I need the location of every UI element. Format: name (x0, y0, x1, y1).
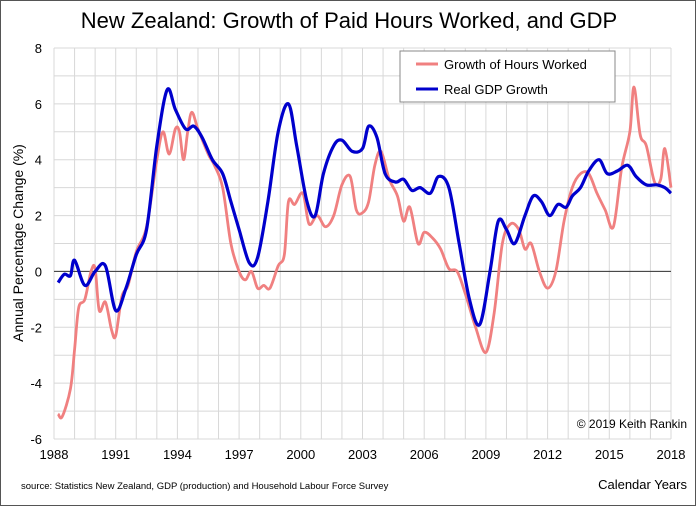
y-tick-label: 0 (35, 264, 42, 279)
x-tick-label: 1991 (101, 447, 130, 462)
axis-ticks: 1988 1991 1994 1997 2000 2003 2006 2009 2012 2015… (30, 41, 685, 462)
x-tick-label: 2018 (657, 447, 686, 462)
copyright-annotation: © 2019 Keith Rankin (577, 417, 687, 431)
x-tick-label: 1997 (225, 447, 254, 462)
legend: Growth of Hours Worked Real GDP Growth (399, 50, 616, 103)
chart-title: New Zealand: Growth of Paid Hours Worked… (81, 8, 617, 33)
legend-label-hours: Growth of Hours Worked (444, 57, 587, 72)
x-tick-label: 2003 (348, 447, 377, 462)
y-tick-label: 4 (35, 153, 42, 168)
series-lines (56, 85, 673, 420)
y-tick-label: -6 (30, 432, 42, 447)
legend-label-gdp: Real GDP Growth (444, 82, 548, 97)
y-tick-label: -4 (30, 376, 42, 391)
source-note: source: Statistics New Zealand, GDP (pro… (21, 481, 389, 492)
y-tick-label: 8 (35, 41, 42, 56)
x-tick-label: 1994 (163, 447, 192, 462)
x-axis-label: Calendar Years (598, 477, 687, 492)
x-tick-label: 2009 (471, 447, 500, 462)
x-tick-label: 1988 (40, 447, 69, 462)
y-axis-label: Annual Percentage Change (%) (10, 144, 26, 342)
x-tick-label: 2012 (533, 447, 562, 462)
x-tick-label: 2006 (410, 447, 439, 462)
y-tick-label: 2 (35, 209, 42, 224)
legend-box (399, 50, 616, 103)
y-tick-label: -2 (30, 320, 42, 335)
y-tick-label: 6 (35, 97, 42, 112)
x-tick-label: 2000 (286, 447, 315, 462)
grid (53, 47, 672, 440)
x-tick-label: 2015 (595, 447, 624, 462)
series-line-real-gdp (56, 87, 673, 327)
